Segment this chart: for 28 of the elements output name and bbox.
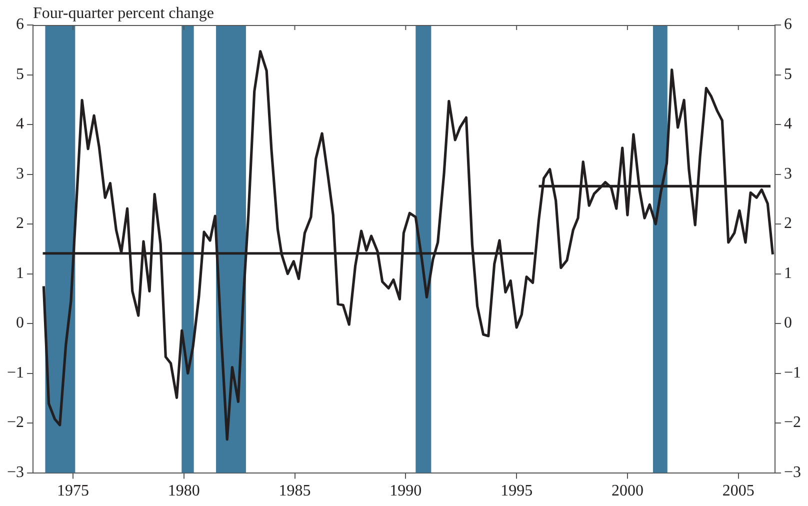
y2-tick-label: −1 <box>784 364 802 382</box>
y-tick-label: 1 <box>16 264 24 282</box>
x-tick-label: 1990 <box>390 482 422 500</box>
y2-tick-label: −3 <box>784 464 802 482</box>
x-tick-label: 1980 <box>168 482 200 500</box>
y-tick-label: −3 <box>6 464 24 482</box>
y2-tick-label: 3 <box>784 165 792 182</box>
y-tick-label: −2 <box>6 414 24 432</box>
y-tick-label: −1 <box>6 364 24 382</box>
y-tick-label: 2 <box>16 215 24 232</box>
x-tick-label: 1975 <box>56 482 89 500</box>
y2-tick-label: 2 <box>784 215 792 232</box>
y2-tick-label: −2 <box>784 414 802 432</box>
y-tick-label: 3 <box>16 165 24 182</box>
y-tick-label: 4 <box>16 116 24 133</box>
x-tick-label: 2000 <box>611 482 644 500</box>
x-tick-label: 2005 <box>722 482 754 500</box>
y-tick-label: 5 <box>16 66 24 83</box>
y2-tick-label: 5 <box>784 66 792 83</box>
y2-tick-label: 0 <box>784 314 792 332</box>
x-tick-label: 1995 <box>500 482 533 500</box>
y-tick-label: 0 <box>16 314 24 332</box>
x-tick-label: 1985 <box>278 482 311 500</box>
y2-tick-label: 6 <box>784 16 792 34</box>
y-tick-label: 6 <box>16 16 24 34</box>
y-axis-title: Four-quarter percent change <box>33 5 214 22</box>
y2-tick-label: 4 <box>784 116 792 133</box>
y2-tick-label: 1 <box>784 264 792 282</box>
